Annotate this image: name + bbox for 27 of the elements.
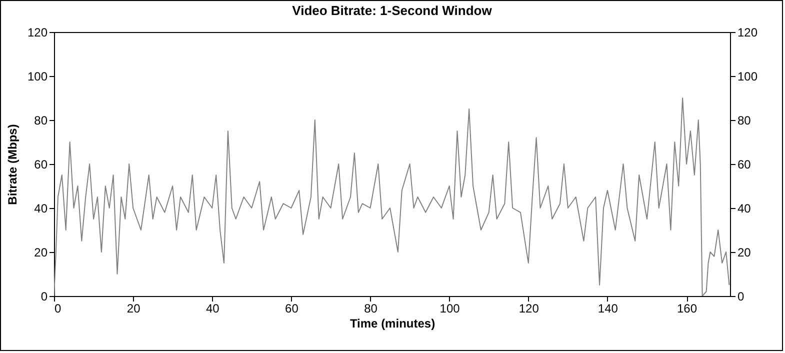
y2-tick-label: 20 (738, 246, 752, 260)
x-axis-title: Time (minutes) (350, 316, 436, 330)
x-tick-label: 120 (518, 302, 540, 316)
x-tick-label: 40 (206, 302, 220, 316)
y-tick-label: 100 (27, 70, 48, 84)
y-tick-label: 80 (34, 114, 48, 128)
x-tick-label: 80 (364, 302, 378, 316)
chart-title: Video Bitrate: 1-Second Window (292, 3, 493, 18)
y2-tick-label: 120 (738, 26, 758, 40)
y-tick-label: 20 (34, 246, 48, 260)
y-tick-label: 40 (34, 202, 48, 216)
line-series (54, 98, 730, 296)
x-tick-label: 20 (126, 302, 141, 316)
y2-tick-label: 60 (738, 158, 752, 172)
y-tick-label: 120 (27, 26, 48, 40)
x-tick-label: 60 (285, 302, 299, 316)
y2-tick-label: 40 (738, 202, 752, 216)
x-tick-label: 100 (440, 302, 460, 316)
y-axis-title: Bitrate (Mbps) (5, 124, 20, 205)
y-tick-label: 0 (40, 290, 48, 304)
y2-tick-label: 0 (738, 290, 744, 304)
y2-tick-label: 100 (738, 70, 758, 84)
y2-tick-label: 80 (738, 114, 752, 128)
x-tick-label: 160 (677, 302, 698, 316)
x-tick-label: 0 (54, 302, 62, 316)
x-tick-label: 140 (598, 302, 618, 316)
y-tick-label: 60 (34, 158, 48, 172)
